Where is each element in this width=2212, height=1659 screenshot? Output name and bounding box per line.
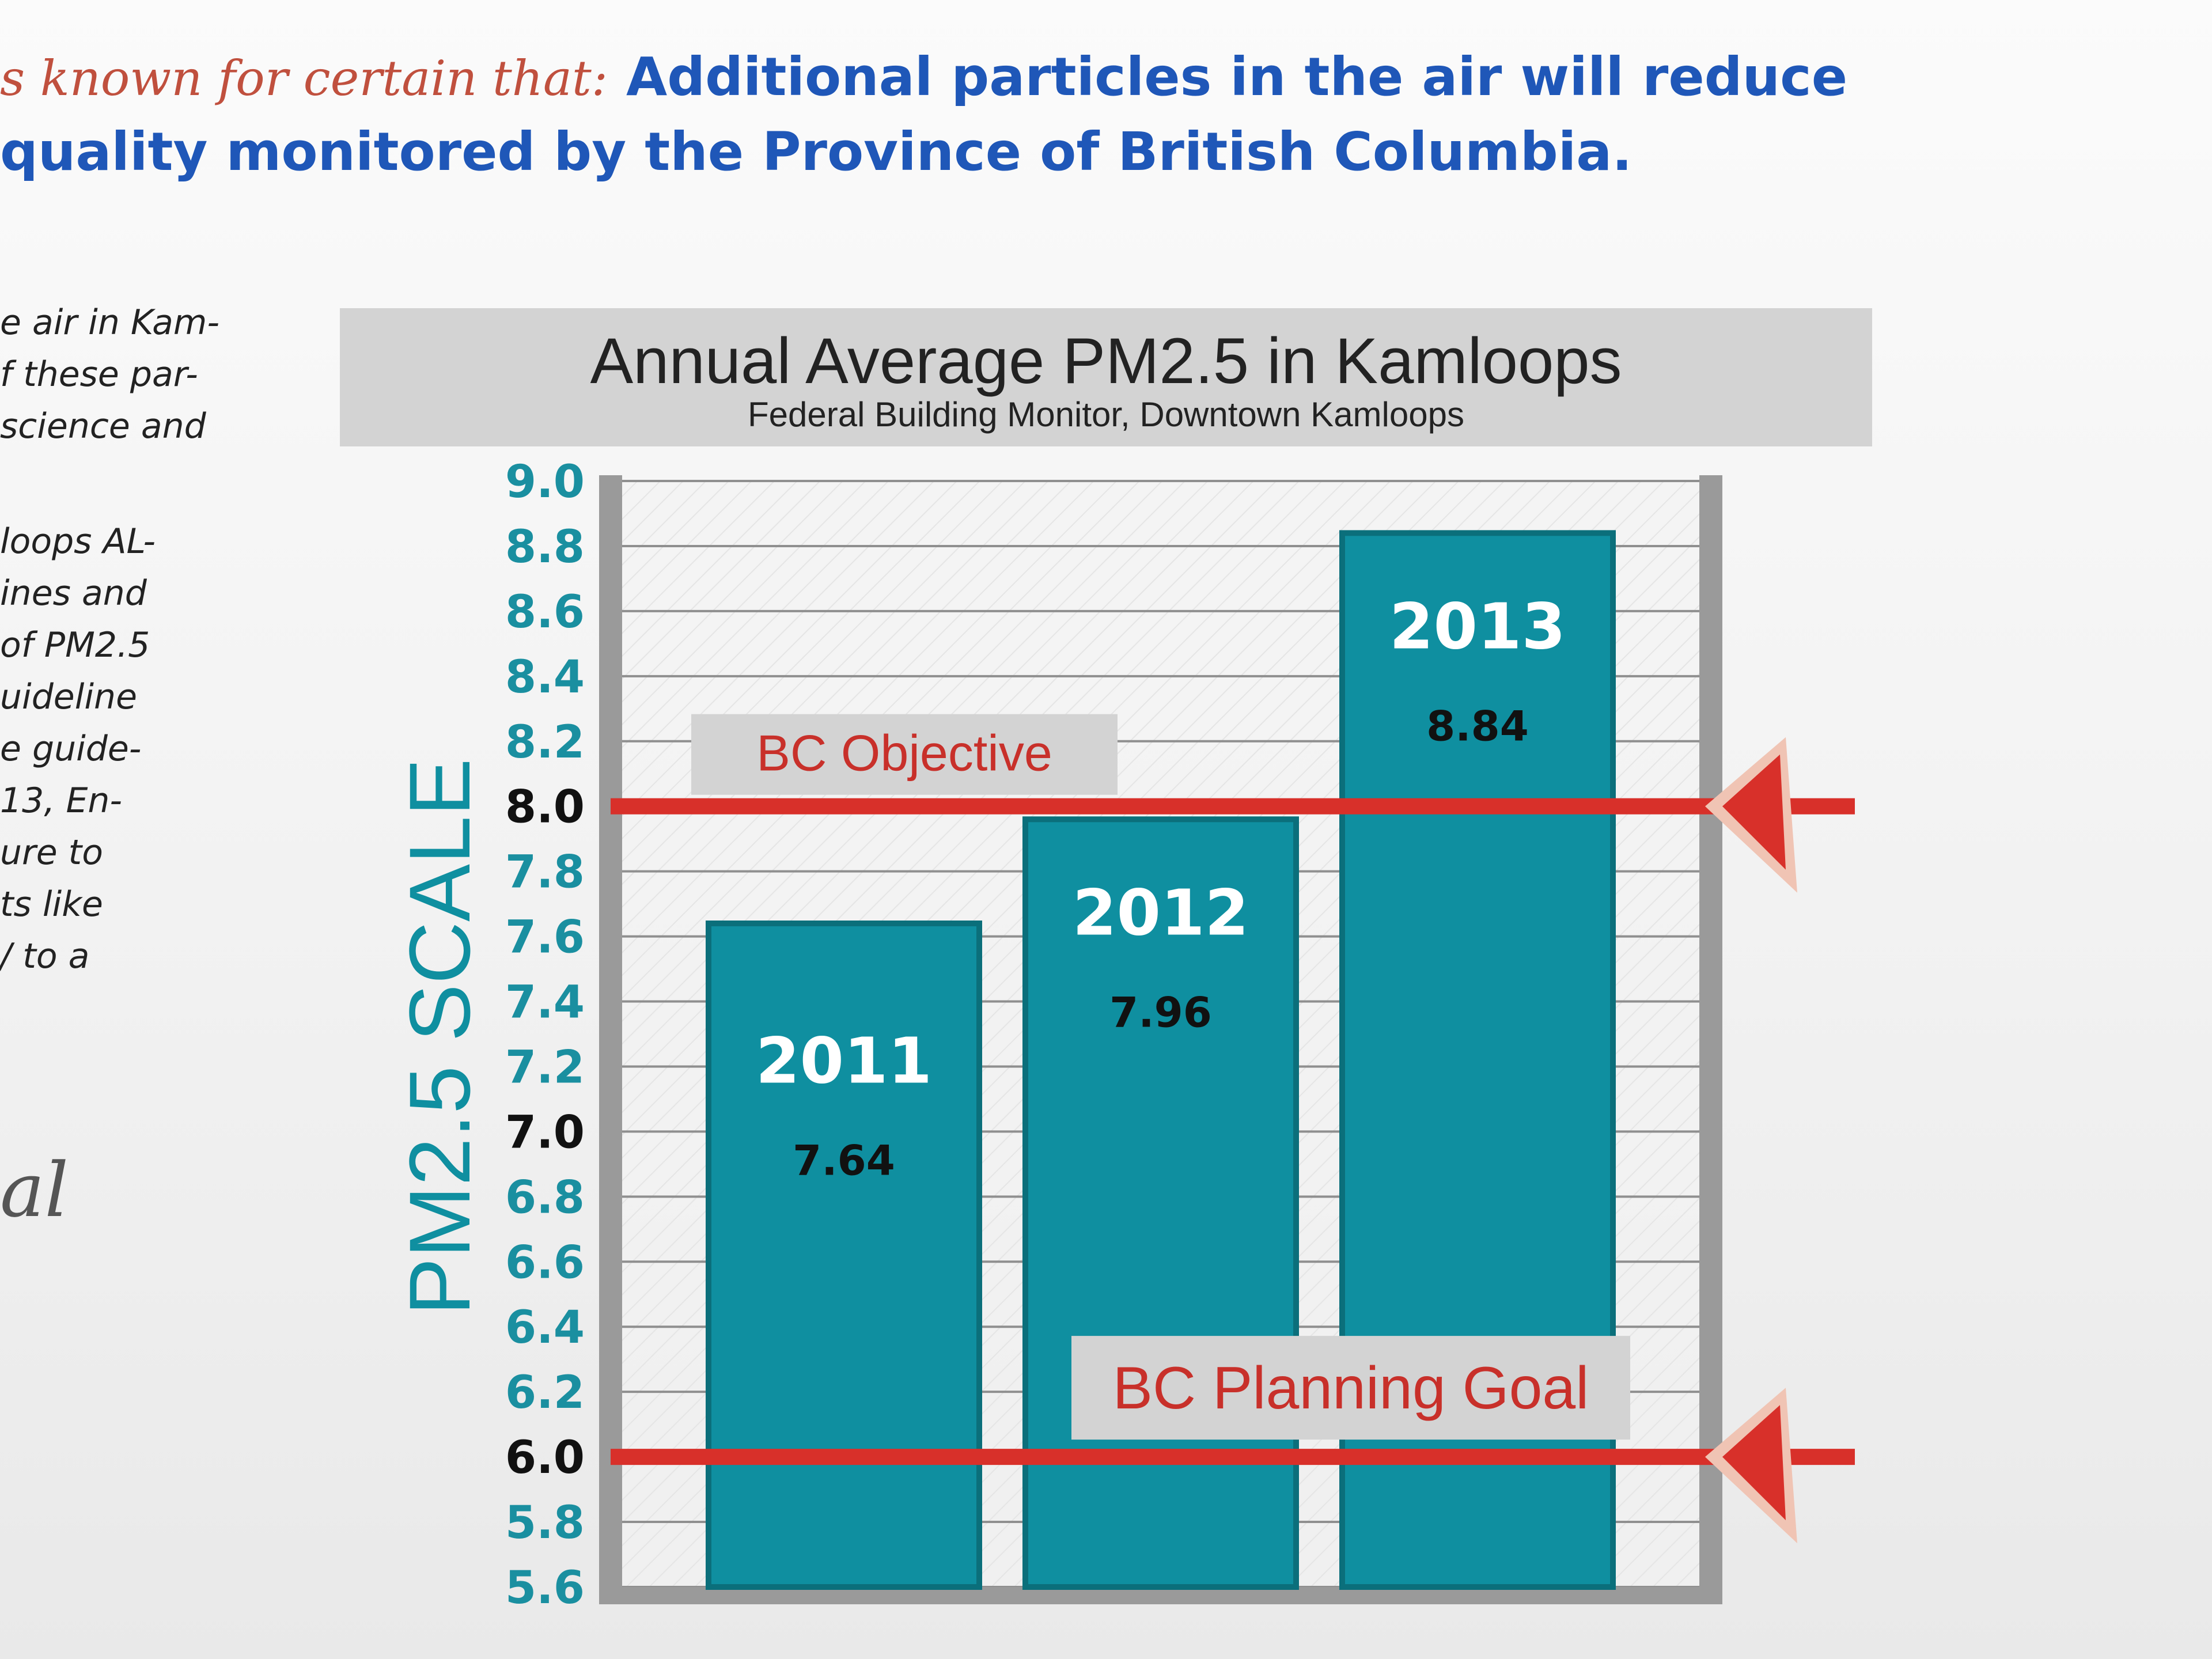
y-tick-label: 8.8 (505, 521, 585, 573)
y-tick-label: 8.4 (505, 652, 585, 703)
side-line: f these par- (0, 354, 198, 395)
side-line: ure to (0, 832, 103, 873)
reference-label-box (1071, 1336, 1630, 1440)
bar-value-label: 8.84 (1426, 702, 1529, 750)
reference-label: BC Planning Goal (1113, 1355, 1589, 1422)
headline-line-2: quality monitored by the Province of Bri… (0, 121, 1633, 183)
side-column-text: e air in Kam- f these par- science and l… (0, 297, 242, 982)
headline-text-1: Additional particles in the air will red… (626, 46, 1848, 108)
y-tick-label: 5.6 (505, 1562, 585, 1614)
y-tick-label: 8.2 (505, 717, 585, 768)
y-tick-label: 8.6 (505, 586, 585, 638)
side-line: uideline (0, 677, 137, 717)
frame-post-right (1699, 475, 1722, 1604)
bar-value-label: 7.96 (1109, 988, 1212, 1036)
y-tick-label: 7.6 (505, 912, 585, 964)
reference-line (611, 798, 1855, 815)
bar-category-label: 2012 (1073, 876, 1249, 949)
y-tick-label: 7.0 (505, 1107, 585, 1158)
reference-line (611, 1449, 1855, 1465)
side-line: ines and (0, 573, 147, 613)
reference-arrow (1722, 754, 1786, 870)
frame-post-left (599, 475, 622, 1604)
y-tick-label: 6.8 (505, 1172, 585, 1224)
headline-line-1: s known for certain that: Additional par… (0, 40, 1901, 115)
side-line: ts like (0, 884, 103, 925)
y-tick-label: 8.0 (505, 782, 585, 834)
headline-lead: s known for certain that: (0, 50, 608, 107)
bar-category-label: 2011 (756, 1024, 932, 1097)
y-axis-label: PM2.5 SCALE (391, 758, 488, 1315)
side-line: e air in Kam- (0, 302, 220, 343)
y-tick-label: 6.0 (505, 1432, 585, 1484)
bar-category-label: 2013 (1389, 589, 1566, 663)
side-line: e guide- (0, 729, 142, 769)
side-line: loops AL- (0, 521, 156, 562)
y-tick-label: 6.4 (505, 1302, 585, 1354)
chart-subtitle: Federal Building Monitor, Downtown Kamlo… (748, 395, 1464, 434)
chart-title-band (340, 308, 1872, 446)
reference-arrow (1722, 1405, 1786, 1521)
y-tick-label: 5.8 (505, 1497, 585, 1549)
side-line: / to a (0, 936, 90, 976)
reference-label-box (691, 714, 1118, 795)
y-tick-label: 6.6 (505, 1237, 585, 1289)
bar-2011 (706, 921, 982, 1590)
y-tick-label: 7.8 (505, 847, 585, 899)
y-tick-label: 9.0 (505, 456, 585, 508)
chart-title: Annual Average PM2.5 in Kamloops (590, 325, 1622, 397)
headline: s known for certain that: Additional par… (0, 40, 1901, 189)
side-line: 13, En- (0, 781, 123, 821)
side-fragment: al (0, 1146, 69, 1234)
side-line: of PM2.5 (0, 625, 150, 665)
y-tick-label: 7.2 (505, 1041, 585, 1093)
y-tick-label: 7.4 (505, 977, 585, 1029)
y-tick-label: 6.2 (505, 1367, 585, 1419)
side-line: science and (0, 406, 206, 446)
reference-label: BC Objective (756, 725, 1052, 782)
bar-value-label: 7.64 (793, 1136, 895, 1184)
